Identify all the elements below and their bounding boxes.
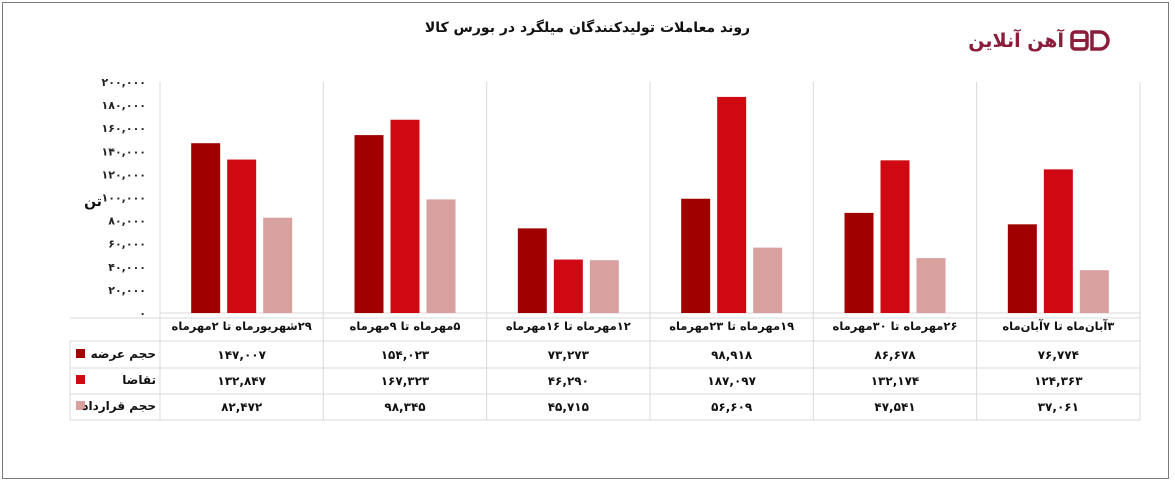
bar — [1079, 270, 1109, 313]
category-label: ۵مهرماه تا ۹مهرماه — [350, 319, 461, 333]
table-cell-value: ۱۳۲,۸۴۷ — [217, 374, 266, 388]
table-cell-value: ۴۷,۵۴۱ — [874, 400, 915, 414]
y-tick-label: ۰ — [139, 307, 146, 320]
legend-swatch — [76, 375, 85, 384]
bar — [844, 212, 874, 313]
bar — [717, 96, 747, 314]
bar — [589, 260, 619, 313]
legend-swatch — [76, 349, 85, 358]
table-cell-value: ۸۲,۴۷۲ — [221, 400, 263, 414]
legend-label: حجم عرضه — [91, 347, 156, 361]
table-cell-value: ۹۸,۳۴۵ — [384, 400, 425, 414]
y-tick-label: ۸۰,۰۰۰ — [108, 215, 146, 228]
table-cell-value: ۱۵۴,۰۲۳ — [381, 348, 430, 362]
bar — [227, 159, 257, 313]
table-cell-value: ۷۳,۲۷۳ — [548, 348, 590, 362]
y-tick-label: ۲۰,۰۰۰ — [108, 284, 146, 297]
y-tick-label: ۱۸۰,۰۰۰ — [102, 99, 146, 112]
table-cell-value: ۳۷,۰۶۱ — [1038, 400, 1079, 414]
bar — [681, 198, 711, 313]
y-tick-label: ۱۲۰,۰۰۰ — [102, 168, 146, 181]
table-cell-value: ۱۳۲,۱۷۴ — [871, 374, 920, 388]
table-cell-value: ۱۸۷,۰۹۷ — [707, 374, 756, 388]
bar — [753, 247, 783, 313]
y-axis-label: تن — [84, 194, 102, 210]
brand-logo-icon — [1070, 30, 1110, 51]
y-tick-label: ۴۰,۰۰۰ — [108, 261, 146, 274]
table-cell-value: ۵۶,۶۰۹ — [711, 400, 753, 414]
y-tick-label: ۶۰,۰۰۰ — [108, 238, 146, 251]
table-cell-value: ۹۸,۹۱۸ — [711, 348, 753, 362]
bar — [354, 135, 384, 313]
y-tick-label: ۱۶۰,۰۰۰ — [102, 122, 146, 135]
bar — [263, 217, 293, 313]
chart-title: روند معاملات تولیدکنندگان میلگرد در بورس… — [424, 20, 751, 36]
table-cell-value: ۱۴۷,۰۰۷ — [217, 348, 266, 362]
table-cell-value: ۱۲۴,۳۶۳ — [1034, 374, 1083, 388]
table-cell-value: ۴۶,۲۹۰ — [548, 374, 589, 388]
table-cell-value: ۴۵,۷۱۵ — [548, 400, 589, 414]
table-cell-value: ۷۶,۷۷۴ — [1038, 348, 1079, 362]
category-label: ۱۲مهرماه تا ۱۶مهرماه — [506, 319, 631, 333]
y-tick-label: ۱۰۰,۰۰۰ — [102, 192, 146, 205]
legend-swatch — [76, 401, 85, 410]
bar — [1043, 169, 1073, 313]
category-label: ۲۶مهرماه تا ۳۰مهرماه — [833, 319, 958, 333]
y-tick-label: ۱۴۰,۰۰۰ — [102, 145, 146, 158]
bar — [916, 258, 946, 313]
table-cell-value: ۸۶,۶۷۸ — [874, 348, 916, 362]
category-label: ۳آبان‌ماه تا ۷آبان‌ماه — [1002, 319, 1114, 333]
category-label: ۱۹مهرماه تا ۲۳مهرماه — [669, 319, 794, 333]
brand-logo: آهن آنلاین — [924, 28, 1110, 56]
category-label: ۲۹شهریورماه تا ۲مهرماه — [172, 319, 312, 334]
bar — [880, 160, 910, 313]
legend-label: حجم قرارداد — [82, 399, 156, 413]
bar — [426, 199, 456, 313]
bar — [191, 143, 221, 313]
brand-name: آهن آنلاین — [968, 30, 1064, 52]
bar — [1007, 224, 1037, 313]
bar — [517, 228, 547, 313]
table-cell-value: ۱۶۷,۳۲۳ — [381, 374, 430, 388]
bar — [553, 259, 583, 313]
legend-label: تقاضا — [122, 373, 156, 387]
bar — [390, 119, 420, 313]
y-tick-label: ۲۰۰,۰۰۰ — [102, 76, 146, 89]
